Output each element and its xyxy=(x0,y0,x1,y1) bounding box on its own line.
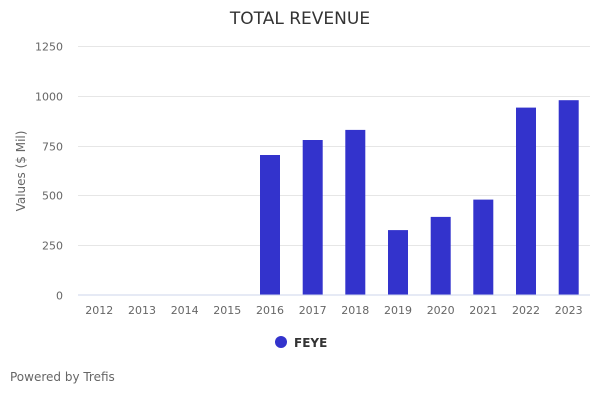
y-axis-ticks: 0 250 500 750 1000 1250 xyxy=(35,41,63,303)
bar-2016[interactable] xyxy=(260,155,280,295)
legend-marker-feye xyxy=(275,336,287,348)
chart-title: TOTAL REVENUE xyxy=(229,9,370,29)
bars xyxy=(260,100,579,295)
x-tick-label: 2021 xyxy=(469,304,497,317)
x-tick-label: 2013 xyxy=(128,304,156,317)
x-tick-label: 2023 xyxy=(555,304,583,317)
x-axis-ticks: 2012 2013 2014 2015 2016 2017 2018 2019 2020 2021… xyxy=(85,304,582,317)
bar-2020[interactable] xyxy=(430,216,451,295)
x-tick-label: 2016 xyxy=(256,304,284,317)
y-tick-label: 750 xyxy=(42,141,63,154)
bar-2021[interactable] xyxy=(473,199,494,295)
x-tick-label: 2020 xyxy=(427,304,455,317)
bar-2019[interactable] xyxy=(388,230,408,295)
x-tick-label: 2019 xyxy=(384,304,412,317)
powered-by-credit[interactable]: Powered by Trefis xyxy=(10,370,115,384)
x-tick-label: 2015 xyxy=(213,304,241,317)
x-tick-label: 2014 xyxy=(171,304,199,317)
x-tick-label: 2012 xyxy=(85,304,113,317)
bar-2018[interactable] xyxy=(345,129,366,295)
bar-2023[interactable] xyxy=(558,100,579,295)
legend-label-feye[interactable]: FEYE xyxy=(294,336,327,350)
legend[interactable]: FEYE xyxy=(275,336,327,350)
y-tick-label: 250 xyxy=(42,240,63,253)
y-axis-label: Values ($ Mil) xyxy=(14,131,28,212)
gridlines xyxy=(78,46,590,246)
y-tick-label: 0 xyxy=(56,290,63,303)
y-tick-label: 500 xyxy=(42,190,63,203)
x-tick-label: 2018 xyxy=(341,304,369,317)
y-tick-label: 1250 xyxy=(35,41,63,54)
bar-2017[interactable] xyxy=(302,140,323,295)
x-tick-label: 2017 xyxy=(299,304,327,317)
y-tick-label: 1000 xyxy=(35,91,63,104)
x-tick-label: 2022 xyxy=(512,304,540,317)
bar-2022[interactable] xyxy=(516,107,536,295)
